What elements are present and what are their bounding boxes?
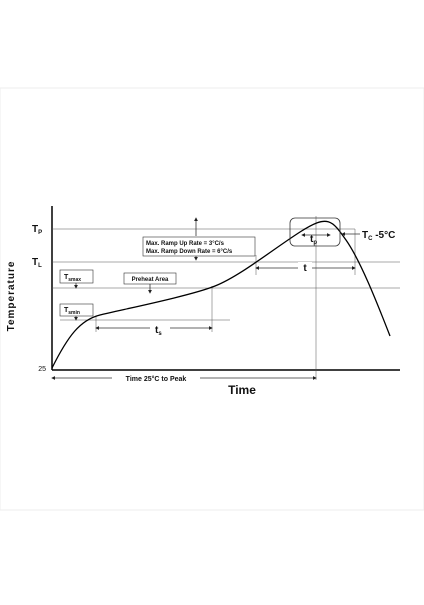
annotation: Time 25°C to Peak xyxy=(126,375,187,383)
annotation: Max. Ramp Down Rate = 6°C/s xyxy=(146,249,233,255)
origin-label: 25 xyxy=(38,366,46,373)
annotation: Preheat Area xyxy=(132,277,169,283)
annotation: tp xyxy=(310,234,317,246)
level-label: Tsmin xyxy=(64,307,80,316)
x-axis-label: Time xyxy=(228,383,256,397)
level-label: TL xyxy=(32,257,42,269)
annotation: ts xyxy=(155,325,162,337)
level-label: Tsmax xyxy=(64,274,81,283)
y-axis-label: Temperature xyxy=(6,261,17,332)
profile-curve xyxy=(51,220,391,369)
annotation: TC -5°C xyxy=(362,230,395,242)
boxes xyxy=(59,236,312,383)
peak-box xyxy=(289,217,341,247)
level-label: TP xyxy=(32,224,42,236)
annotation: t xyxy=(303,263,307,274)
annotation: Max. Ramp Up Rate = 3°C/s xyxy=(146,241,225,247)
